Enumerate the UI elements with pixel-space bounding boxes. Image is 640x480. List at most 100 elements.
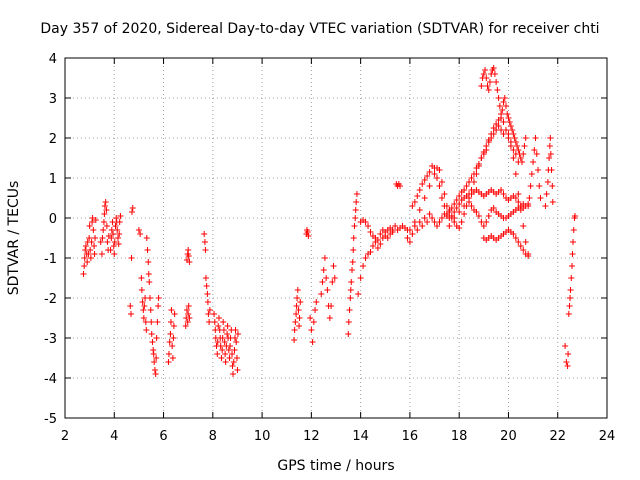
data-point	[220, 327, 227, 333]
data-point	[475, 163, 482, 169]
data-point	[526, 195, 533, 201]
data-point	[397, 183, 404, 189]
data-point	[89, 215, 96, 221]
data-point	[563, 359, 570, 365]
data-point	[532, 135, 539, 141]
data-point	[446, 223, 453, 229]
data-point	[182, 323, 189, 329]
data-point	[165, 351, 172, 357]
data-point	[352, 207, 359, 213]
data-point	[165, 359, 172, 365]
series-arc-18	[393, 181, 404, 189]
data-point	[295, 307, 302, 313]
data-point	[510, 231, 517, 237]
data-point	[99, 235, 106, 241]
data-point	[392, 223, 399, 229]
data-point	[458, 219, 465, 225]
data-point	[567, 287, 574, 293]
data-point	[520, 151, 527, 157]
data-point	[569, 251, 576, 257]
data-point	[495, 123, 502, 129]
data-point	[367, 229, 374, 235]
data-point	[211, 311, 218, 317]
data-point	[409, 231, 416, 237]
data-point	[565, 311, 572, 317]
x-tick-label: 4	[110, 429, 118, 444]
data-point	[91, 243, 98, 249]
data-point	[571, 213, 578, 219]
data-point	[500, 119, 507, 125]
data-point	[485, 87, 492, 93]
y-tick-label: 2	[49, 132, 57, 147]
data-point	[86, 223, 93, 229]
data-point	[321, 255, 328, 261]
data-point	[214, 351, 221, 357]
series-arc-2	[97, 199, 112, 257]
data-point	[491, 71, 498, 77]
data-point	[515, 199, 522, 205]
data-point	[81, 263, 88, 269]
data-point	[484, 83, 491, 89]
series-arc-22	[446, 199, 527, 229]
data-point	[147, 307, 154, 313]
data-point	[183, 307, 190, 313]
series-arc-13	[307, 299, 320, 345]
data-point	[169, 343, 176, 349]
data-point	[495, 95, 502, 101]
data-point	[231, 335, 238, 341]
data-point	[468, 175, 475, 181]
data-point	[424, 173, 431, 179]
data-point	[567, 295, 574, 301]
data-point	[206, 319, 213, 325]
data-point	[473, 171, 480, 177]
data-point	[461, 211, 468, 217]
data-point	[498, 187, 505, 193]
data-point	[424, 219, 431, 225]
series-arc-5	[135, 227, 162, 377]
data-point	[307, 315, 314, 321]
data-point	[362, 219, 369, 225]
data-point	[229, 351, 236, 357]
data-point	[84, 259, 91, 265]
data-point	[81, 255, 88, 261]
data-point	[478, 83, 485, 89]
data-point	[294, 287, 301, 293]
data-point	[466, 199, 473, 205]
data-point	[512, 195, 519, 201]
data-point	[85, 251, 92, 257]
data-point	[80, 271, 87, 277]
data-point	[416, 187, 423, 193]
data-point	[204, 291, 211, 297]
data-point	[517, 155, 524, 161]
plot-frame	[64, 57, 608, 419]
data-point	[222, 359, 229, 365]
data-point	[504, 111, 511, 117]
data-point	[155, 295, 162, 301]
data-point	[153, 335, 160, 341]
data-point	[416, 207, 423, 213]
data-point	[143, 235, 150, 241]
data-point	[488, 135, 495, 141]
data-point	[475, 213, 482, 219]
y-tick-label: 3	[49, 92, 57, 107]
data-point	[547, 135, 554, 141]
data-point	[101, 211, 108, 217]
data-point	[537, 195, 544, 201]
data-point	[319, 279, 326, 285]
data-point	[436, 167, 443, 173]
data-point	[546, 143, 553, 149]
data-point	[111, 251, 118, 257]
data-point	[112, 223, 119, 229]
series-arc-16	[355, 223, 411, 297]
data-point	[88, 239, 95, 245]
data-point	[353, 191, 360, 197]
data-point	[115, 241, 122, 247]
data-point	[166, 339, 173, 345]
data-point	[233, 355, 240, 361]
data-point	[510, 155, 517, 161]
data-point	[360, 263, 367, 269]
data-point	[406, 227, 413, 233]
data-point	[87, 255, 94, 261]
data-point	[129, 205, 136, 211]
